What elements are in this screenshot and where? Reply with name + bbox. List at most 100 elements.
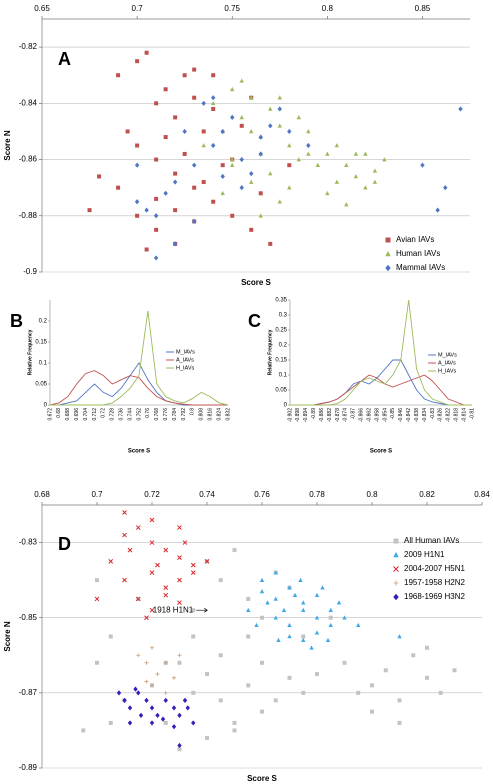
y-axis-label: Score N	[3, 130, 12, 160]
point	[411, 653, 416, 658]
point	[320, 585, 325, 590]
point	[425, 645, 429, 650]
point	[356, 690, 361, 695]
x-tick-label: 0.704	[83, 408, 89, 421]
x-tick-label: -0.85	[390, 408, 396, 420]
x-tick-label: 0.7	[132, 4, 144, 13]
legend-label: 1957-1958 H2N2	[404, 578, 465, 587]
point	[372, 179, 378, 184]
point	[353, 151, 359, 156]
point	[249, 95, 254, 100]
point	[420, 162, 425, 168]
x-tick-label: 0.688	[65, 408, 71, 421]
legend-marker	[393, 538, 399, 544]
point	[150, 683, 154, 688]
point	[325, 637, 331, 643]
x-tick-label: -0.858	[374, 408, 380, 422]
point	[301, 600, 306, 605]
point	[87, 208, 92, 213]
point	[201, 143, 206, 148]
point	[177, 660, 182, 665]
point	[160, 716, 166, 722]
legend-label: Human IAVs	[396, 249, 440, 258]
y-tick-label: 0.15	[275, 358, 287, 364]
x-tick-label: -0.886	[319, 408, 325, 422]
panel-label: B	[10, 311, 23, 331]
x-tick-label: 0.8	[190, 408, 196, 415]
annotation: 1918 H1N1	[153, 605, 194, 614]
panel-label: D	[58, 534, 71, 554]
x-tick-label: -0.898	[295, 408, 301, 422]
point	[127, 705, 133, 711]
y-tick-label: 0	[44, 403, 48, 409]
point	[135, 59, 140, 64]
point	[315, 672, 319, 677]
point	[171, 705, 177, 711]
point	[191, 634, 196, 639]
legend-label: H_IAVs	[438, 368, 456, 374]
point	[163, 547, 169, 553]
point	[163, 697, 168, 703]
point	[149, 517, 155, 523]
point	[334, 143, 340, 148]
y-tick-label: -0.88	[19, 211, 38, 220]
point	[190, 570, 196, 575]
point	[173, 171, 178, 176]
point	[177, 712, 182, 718]
point	[182, 73, 187, 78]
legend-label: H_IAVs	[176, 365, 194, 371]
point	[201, 180, 206, 185]
y-tick-label: 0.2	[279, 343, 288, 349]
point	[239, 123, 244, 128]
point	[258, 191, 263, 196]
x-tick-label: 0.744	[127, 408, 133, 421]
y-tick-label: -0.83	[19, 538, 38, 547]
point	[190, 562, 196, 568]
x-tick-label: -0.89	[311, 408, 317, 420]
point	[122, 697, 127, 703]
point	[314, 630, 320, 635]
point	[260, 660, 264, 665]
point	[277, 123, 282, 128]
point	[287, 622, 292, 628]
y-tick-label: -0.82	[19, 42, 38, 51]
x-tick-label: -0.874	[343, 408, 349, 422]
point	[273, 615, 278, 620]
point	[249, 171, 254, 177]
x-tick-label: 0.768	[154, 408, 160, 421]
point	[81, 728, 86, 733]
x-tick-label: 0.8	[366, 490, 378, 499]
point	[155, 712, 160, 718]
panel-label: C	[248, 311, 261, 331]
point	[108, 720, 113, 725]
point	[163, 690, 168, 695]
point	[177, 747, 182, 752]
point	[191, 690, 196, 695]
point	[301, 690, 306, 695]
point	[220, 128, 225, 135]
point	[287, 128, 292, 135]
point	[230, 114, 235, 120]
point	[438, 690, 443, 695]
point	[246, 634, 251, 639]
point	[144, 615, 149, 621]
point	[334, 179, 340, 184]
point	[182, 151, 187, 156]
point	[155, 672, 160, 677]
point	[296, 114, 301, 120]
point	[342, 660, 347, 665]
point	[95, 660, 99, 665]
point	[122, 532, 127, 538]
point	[306, 129, 311, 134]
point	[154, 101, 159, 106]
legend-label: 1968-1969 H3N2	[404, 592, 465, 601]
point	[134, 162, 140, 168]
y-tick-label: 0	[284, 403, 288, 409]
point	[154, 157, 159, 162]
point	[127, 547, 133, 553]
point	[298, 577, 303, 582]
point	[344, 162, 349, 167]
point	[258, 134, 263, 140]
point	[452, 668, 457, 673]
point	[172, 241, 178, 247]
